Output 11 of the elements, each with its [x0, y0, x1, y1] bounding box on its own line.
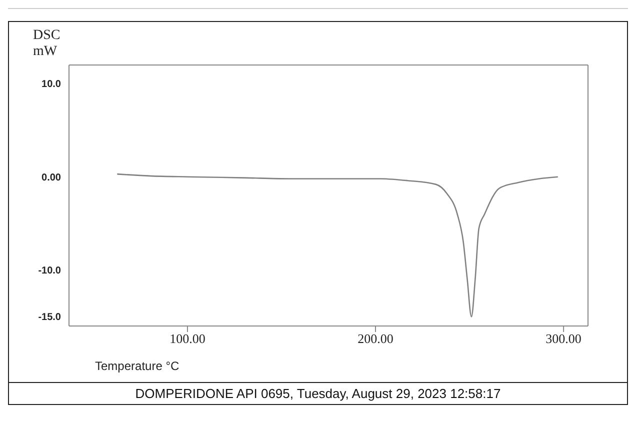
- x-tick-label: 200.00: [358, 331, 394, 346]
- x-tick-label: 300.00: [546, 331, 582, 346]
- line-series: [116, 173, 559, 318]
- x-tick-label: 100.00: [170, 331, 206, 346]
- y-tick-label: 0.00: [42, 172, 62, 184]
- y-tick-label: -10.0: [38, 266, 62, 277]
- y-tick-label: -15.0: [38, 312, 62, 324]
- x-axis-title: Temperature °C: [95, 359, 180, 373]
- y-axis-title: DSC mW: [33, 28, 60, 60]
- y-tick-label: 10.0: [42, 79, 62, 90]
- text: DOMPERIDONE API 0695, Tuesday, August 29, 2023 12:58:17: [9, 382, 627, 404]
